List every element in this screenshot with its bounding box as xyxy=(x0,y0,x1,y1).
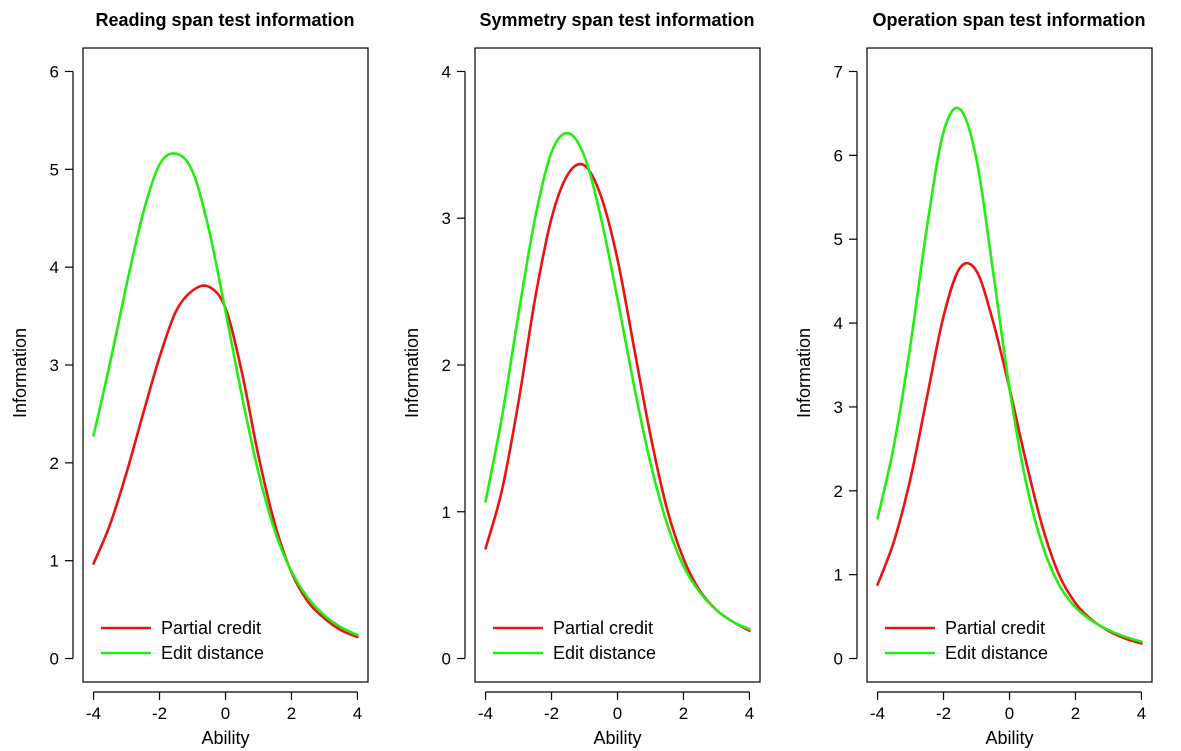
legend-label: Edit distance xyxy=(553,643,656,663)
chart-panel-3: Operation span test information -4 -2 0 2 4 0 1… xyxy=(794,10,1153,748)
chart-panel-1: Reading span test information -4 -2 0 2 4 0 1 2 3… xyxy=(10,10,369,748)
legend-label: Partial credit xyxy=(553,618,653,638)
y-tick-label: 3 xyxy=(442,209,451,228)
plot-frame xyxy=(474,47,761,683)
x-axis-label: Ability xyxy=(985,728,1033,748)
x-tick-label: -2 xyxy=(544,704,559,723)
x-tick-label: -4 xyxy=(86,704,101,723)
y-tick-label: 2 xyxy=(50,454,59,473)
y-tick-label: 4 xyxy=(50,258,59,277)
series-line-edit-distance xyxy=(92,152,359,637)
legend-label: Partial credit xyxy=(161,618,261,638)
plot-frame xyxy=(82,47,369,683)
y-tick-label: 6 xyxy=(834,146,843,165)
y-tick-label: 4 xyxy=(442,62,451,81)
series-line-partial-credit xyxy=(876,261,1143,645)
y-tick-label: 3 xyxy=(50,356,59,375)
x-tick-label: -2 xyxy=(936,704,951,723)
series-line-partial-credit xyxy=(92,284,359,639)
x-tick-label: -4 xyxy=(478,704,493,723)
x-tick-label: 2 xyxy=(287,704,296,723)
y-tick-label: 4 xyxy=(834,314,843,333)
y-tick-label: 0 xyxy=(442,650,451,669)
x-tick-label: -4 xyxy=(870,704,885,723)
x-tick-label: 0 xyxy=(221,704,230,723)
chart-title: Operation span test information xyxy=(872,10,1145,30)
series-line-partial-credit xyxy=(484,162,751,632)
y-tick-label: 1 xyxy=(834,566,843,585)
chart-panel-2: Symmetry span test information -4 -2 0 2 4 0 1 2… xyxy=(402,10,761,748)
chart-title: Symmetry span test information xyxy=(479,10,754,30)
x-tick-label: 2 xyxy=(1071,704,1080,723)
x-tick-label: 0 xyxy=(613,704,622,723)
series-line-edit-distance xyxy=(876,106,1143,644)
y-tick-label: 5 xyxy=(834,230,843,249)
plot-frame xyxy=(866,47,1153,683)
y-tick-label: 0 xyxy=(50,650,59,669)
y-axis-label: Information xyxy=(10,328,30,418)
y-tick-label: 0 xyxy=(834,650,843,669)
y-tick-label: 7 xyxy=(834,62,843,81)
legend-label: Edit distance xyxy=(161,643,264,663)
x-tick-label: 4 xyxy=(745,704,754,723)
x-tick-label: 4 xyxy=(353,704,362,723)
x-tick-label: 0 xyxy=(1005,704,1014,723)
y-tick-label: 5 xyxy=(50,160,59,179)
y-tick-label: 2 xyxy=(834,482,843,501)
y-tick-label: 2 xyxy=(442,356,451,375)
chart-title: Reading span test information xyxy=(95,10,354,30)
y-tick-label: 6 xyxy=(50,62,59,81)
y-axis-label: Information xyxy=(402,328,422,418)
x-tick-label: 4 xyxy=(1137,704,1146,723)
x-axis-label: Ability xyxy=(593,728,641,748)
series-line-edit-distance xyxy=(484,131,751,631)
legend-label: Partial credit xyxy=(945,618,1045,638)
y-tick-label: 1 xyxy=(442,503,451,522)
y-tick-label: 3 xyxy=(834,398,843,417)
y-axis-label: Information xyxy=(794,328,814,418)
y-tick-label: 1 xyxy=(50,552,59,571)
x-tick-label: -2 xyxy=(152,704,167,723)
x-tick-label: 2 xyxy=(679,704,688,723)
x-axis-label: Ability xyxy=(201,728,249,748)
legend-label: Edit distance xyxy=(945,643,1048,663)
